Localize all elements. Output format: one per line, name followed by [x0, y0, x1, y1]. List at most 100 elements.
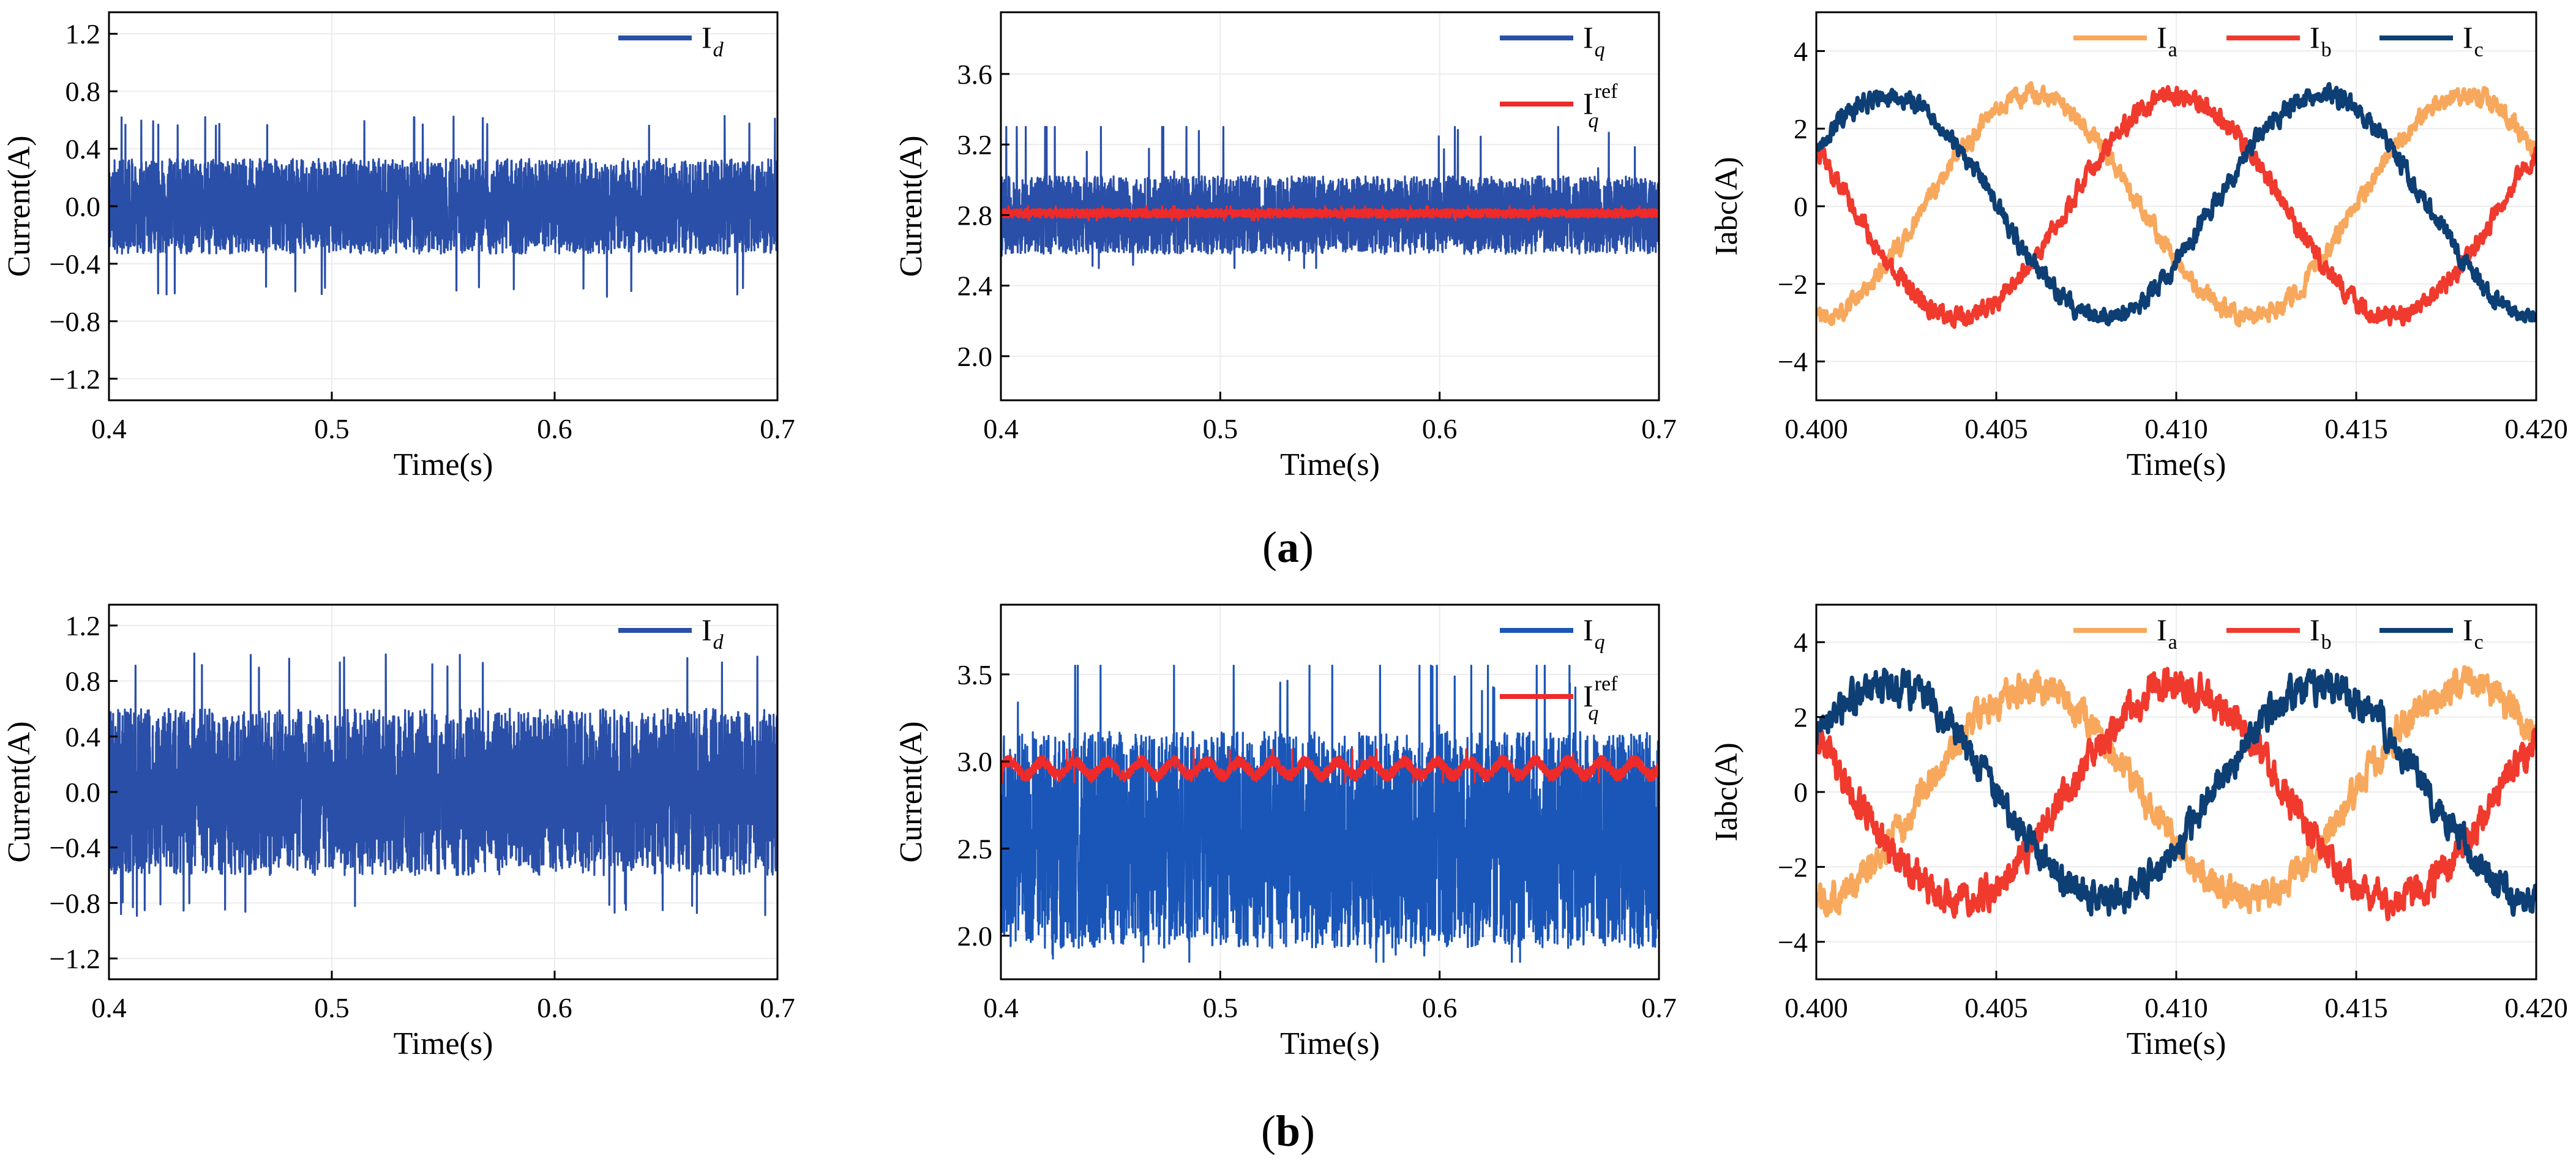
series-line-iq [1001, 665, 1659, 963]
charts-layer: 0.4 0.5 0.6 0.7 −1.2 −0.8 −0.4 0.0 0.4 0.8 1.2 Time… [2, 11, 2568, 1061]
y-tick-label: 2 [1794, 113, 1808, 144]
series-group [1001, 125, 1659, 269]
legend-label: Iq [1583, 20, 1605, 61]
y-tick-label: 0 [1794, 191, 1808, 222]
y-tick-label: 0.0 [66, 191, 101, 222]
y-tick-label: 2 [1794, 702, 1808, 733]
x-tick-label: 0.410 [2144, 413, 2208, 444]
x-tick-label: 0.400 [1784, 992, 1848, 1023]
y-tick-label: 3.5 [957, 659, 993, 690]
legend-label: Ib [2310, 20, 2332, 61]
x-axis-title: Time(s) [2127, 447, 2226, 482]
legend-label: Iref q [1583, 80, 1618, 132]
legend-label: Iq [1583, 613, 1605, 654]
y-tick-label: −0.8 [50, 306, 100, 337]
y-tick-label: 2.4 [957, 271, 993, 302]
x-tick-label: 0.4 [91, 992, 127, 1023]
y-tick-label: 3.6 [957, 59, 993, 90]
legend: Ia Ib Ic [2073, 20, 2484, 61]
y-tick-label: 4 [1794, 35, 1808, 67]
chart-a1: 0.4 0.5 0.6 0.7 −1.2 −0.8 −0.4 0.0 0.4 0.8 1.2 Time… [2, 11, 795, 482]
series-line-ic [1816, 82, 2536, 327]
y-axis-title: Iabc(A) [1709, 157, 1744, 256]
x-tick-label: 0.415 [2324, 992, 2388, 1023]
legend-label: Iref q [1583, 673, 1618, 725]
y-tick-label: −4 [1778, 927, 1808, 958]
x-tick-label: 0.7 [1641, 413, 1677, 444]
y-tick-label: 0.8 [66, 666, 101, 697]
y-axis-title: Current(A) [2, 135, 37, 277]
y-tick-label: −4 [1778, 346, 1808, 378]
y-tick-label: 4 [1794, 627, 1808, 658]
series-group [109, 114, 777, 298]
x-tick-label: 0.5 [1203, 413, 1238, 444]
x-axis-title: Time(s) [394, 447, 493, 482]
caption-b: (b) [1261, 1107, 1315, 1156]
y-tick-label: 3.0 [957, 746, 993, 777]
y-axis-title: Current(A) [894, 135, 929, 277]
series-group [1816, 81, 2536, 329]
series-line-ib [1816, 84, 2536, 329]
y-tick-label: 0.8 [66, 76, 101, 107]
chart-a2: 0.4 0.5 0.6 0.7 2.0 2.4 2.8 3.2 3.6 Time(s) Curren… [894, 11, 1677, 482]
legend-label: Ic [2463, 20, 2484, 61]
x-tick-label: 0.7 [760, 992, 795, 1023]
caption-a: (a) [1262, 523, 1314, 572]
x-tick-label: 0.6 [537, 413, 572, 444]
plot-frame [1000, 603, 1660, 980]
x-tick-label: 0.4 [91, 413, 127, 444]
y-tick-label: −0.4 [50, 832, 100, 864]
y-tick-label: 0 [1794, 777, 1808, 808]
x-tick-label: 0.410 [2144, 992, 2208, 1023]
chart-a3: 0.400 0.405 0.410 0.415 0.420 −4 −2 0 2 4 Time(s) I… [1709, 11, 2568, 482]
legend: Ia Ib Ic [2073, 613, 2484, 654]
series-line-iq-ref [1001, 748, 1659, 783]
legend-label: Id [702, 20, 724, 61]
x-tick-label: 0.5 [314, 992, 350, 1023]
chart-b1: 0.4 0.5 0.6 0.7 −1.2 −0.8 −0.4 0.0 0.4 0.8 1.2 Time… [2, 603, 795, 1061]
y-axis-title: Current(A) [2, 721, 37, 862]
y-tick-label: −2 [1778, 269, 1808, 300]
y-tick-label: −2 [1778, 851, 1808, 883]
series-line-id [109, 652, 777, 917]
x-tick-label: 0.6 [1422, 992, 1458, 1023]
x-tick-label: 0.405 [1964, 413, 2028, 444]
x-tick-label: 0.5 [1203, 992, 1238, 1023]
x-tick-label: 0.420 [2504, 413, 2568, 444]
y-tick-label: −1.2 [50, 943, 100, 974]
y-tick-label: −1.2 [50, 364, 100, 395]
y-tick-label: 1.2 [66, 18, 101, 50]
legend-label: Id [702, 613, 724, 654]
x-tick-label: 0.7 [760, 413, 795, 444]
series-line-ic [1816, 667, 2536, 917]
legend-label: Ib [2310, 613, 2332, 654]
x-tick-label: 0.7 [1641, 992, 1677, 1023]
y-tick-label: −0.4 [50, 248, 100, 280]
y-tick-label: 2.5 [957, 834, 993, 865]
legend: Id [618, 20, 724, 61]
series-line-ib [1816, 667, 2536, 922]
series-line-id [109, 114, 777, 298]
x-tick-label: 0.415 [2324, 413, 2388, 444]
series-line-iq-ref [1001, 205, 1659, 222]
x-axis-title: Time(s) [394, 1026, 493, 1061]
y-axis-title: Current(A) [894, 721, 929, 862]
chart-b3: 0.400 0.405 0.410 0.415 0.420 −4 −2 0 2 4 Time(s) I… [1709, 603, 2568, 1061]
legend-label: Ia [2157, 613, 2177, 654]
x-tick-label: 0.6 [537, 992, 572, 1023]
y-tick-label: 1.2 [66, 610, 101, 641]
x-tick-label: 0.4 [983, 413, 1019, 444]
legend: Iq Iref q [1500, 20, 1618, 132]
x-tick-label: 0.400 [1784, 413, 1848, 444]
legend: Id [618, 613, 724, 654]
plot-frame [1000, 11, 1660, 401]
chart-b2: 0.4 0.5 0.6 0.7 2.0 2.5 3.0 3.5 Time(s) Current(A… [894, 603, 1677, 1061]
series-line-iq [1001, 125, 1659, 269]
x-tick-label: 0.405 [1964, 992, 2028, 1023]
y-axis-title: Iabc(A) [1709, 742, 1744, 842]
y-tick-label: 0.4 [66, 721, 101, 752]
x-axis-title: Time(s) [2127, 1026, 2226, 1061]
y-tick-label: 2.8 [957, 200, 993, 231]
y-tick-label: 2.0 [957, 341, 993, 372]
